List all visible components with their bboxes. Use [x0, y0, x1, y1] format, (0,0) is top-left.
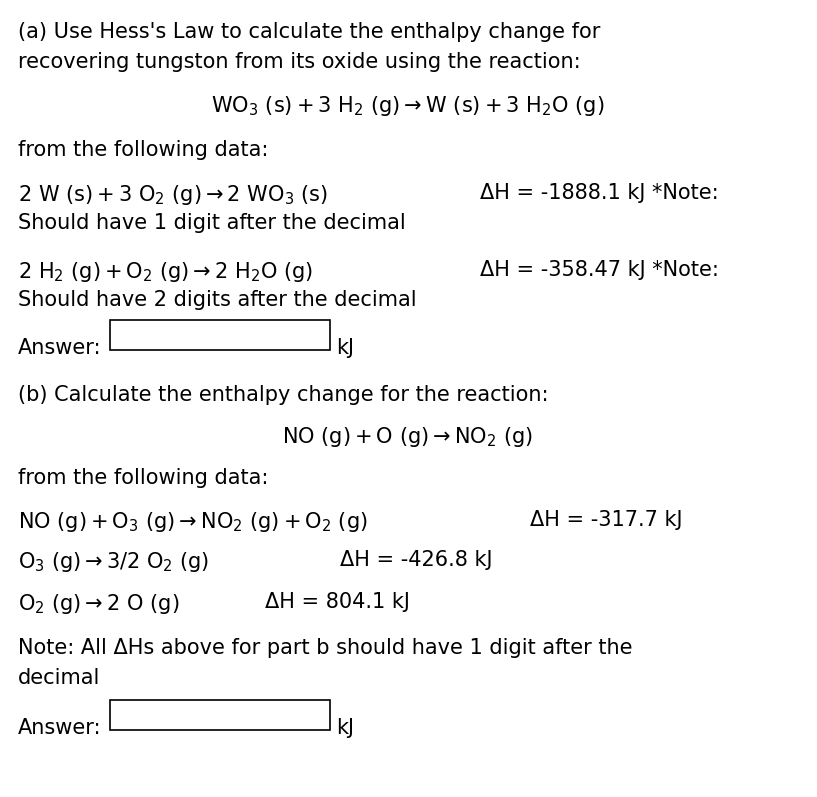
- Text: $\mathrm{NO\ (g) + O\ (g) \rightarrow NO_2\ (g)}$: $\mathrm{NO\ (g) + O\ (g) \rightarrow NO…: [283, 425, 534, 449]
- Text: ΔH = -1888.1 kJ *Note:: ΔH = -1888.1 kJ *Note:: [480, 183, 719, 203]
- Text: ΔH = 804.1 kJ: ΔH = 804.1 kJ: [265, 592, 410, 612]
- Text: ΔH = -317.7 kJ: ΔH = -317.7 kJ: [530, 510, 682, 530]
- Text: kJ: kJ: [336, 338, 354, 358]
- Text: Answer:: Answer:: [18, 338, 101, 358]
- Text: ΔH = -358.47 kJ *Note:: ΔH = -358.47 kJ *Note:: [480, 260, 719, 280]
- Text: decimal: decimal: [18, 668, 100, 688]
- Text: $\mathrm{WO_3\ (s) + 3\ H_2\ (g) \rightarrow W\ (s) + 3\ H_2O\ (g)}$: $\mathrm{WO_3\ (s) + 3\ H_2\ (g) \righta…: [212, 94, 605, 118]
- Text: kJ: kJ: [336, 718, 354, 738]
- Text: $\mathrm{NO\ (g) + O_3\ (g) \rightarrow NO_2\ (g) + O_2\ (g)}$: $\mathrm{NO\ (g) + O_3\ (g) \rightarrow …: [18, 510, 368, 534]
- Bar: [110, 320, 330, 350]
- Text: $\mathrm{O_3\ (g) \rightarrow 3/2\ O_2\ (g)}$: $\mathrm{O_3\ (g) \rightarrow 3/2\ O_2\ …: [18, 550, 209, 574]
- Text: from the following data:: from the following data:: [18, 468, 268, 488]
- Text: (a) Use Hess's Law to calculate the enthalpy change for: (a) Use Hess's Law to calculate the enth…: [18, 22, 600, 42]
- Text: $\mathrm{2\ W\ (s) + 3\ O_2\ (g) \rightarrow 2\ WO_3\ (s)}$: $\mathrm{2\ W\ (s) + 3\ O_2\ (g) \righta…: [18, 183, 328, 207]
- Text: Answer:: Answer:: [18, 718, 101, 738]
- Text: from the following data:: from the following data:: [18, 140, 268, 160]
- Bar: [110, 700, 330, 730]
- Text: $\mathrm{O_2\ (g) \rightarrow 2\ O\ (g)}$: $\mathrm{O_2\ (g) \rightarrow 2\ O\ (g)}…: [18, 592, 180, 616]
- Text: Should have 1 digit after the decimal: Should have 1 digit after the decimal: [18, 213, 406, 233]
- Text: $\mathrm{2\ H_2\ (g) + O_2\ (g) \rightarrow 2\ H_2O\ (g)}$: $\mathrm{2\ H_2\ (g) + O_2\ (g) \rightar…: [18, 260, 313, 284]
- Text: (b) Calculate the enthalpy change for the reaction:: (b) Calculate the enthalpy change for th…: [18, 385, 548, 405]
- Text: recovering tungston from its oxide using the reaction:: recovering tungston from its oxide using…: [18, 52, 581, 72]
- Text: ΔH = -426.8 kJ: ΔH = -426.8 kJ: [340, 550, 493, 570]
- Text: Should have 2 digits after the decimal: Should have 2 digits after the decimal: [18, 290, 417, 310]
- Text: Note: All ΔHs above for part b should have 1 digit after the: Note: All ΔHs above for part b should ha…: [18, 638, 632, 658]
